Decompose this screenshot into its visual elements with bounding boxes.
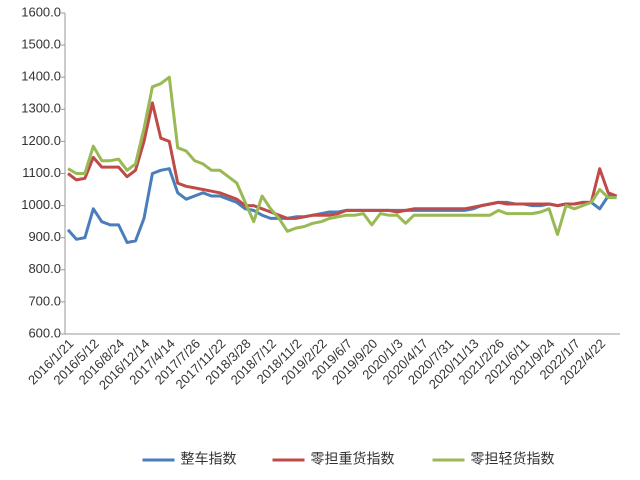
y-tick-label: 700.0 bbox=[28, 293, 61, 308]
y-tick-label: 1000.0 bbox=[21, 197, 61, 212]
series-line bbox=[67, 101, 618, 220]
y-tick-label: 1200.0 bbox=[21, 133, 61, 148]
series-line bbox=[67, 75, 617, 236]
y-tick-label: 1600.0 bbox=[21, 4, 61, 19]
legend-label: 整车指数 bbox=[181, 451, 237, 467]
y-tick-label: 600.0 bbox=[28, 325, 61, 340]
y-tick-label: 1400.0 bbox=[21, 69, 61, 84]
legend-label: 零担重货指数 bbox=[311, 451, 395, 467]
y-tick-label: 1500.0 bbox=[21, 37, 61, 52]
series-line bbox=[66, 167, 617, 244]
y-tick-label: 1300.0 bbox=[21, 101, 61, 116]
y-tick-label: 800.0 bbox=[28, 261, 61, 276]
y-tick-label: 1100.0 bbox=[22, 165, 61, 180]
legend-label: 零担轻货指数 bbox=[471, 451, 555, 467]
y-tick-label: 900.0 bbox=[28, 229, 61, 244]
